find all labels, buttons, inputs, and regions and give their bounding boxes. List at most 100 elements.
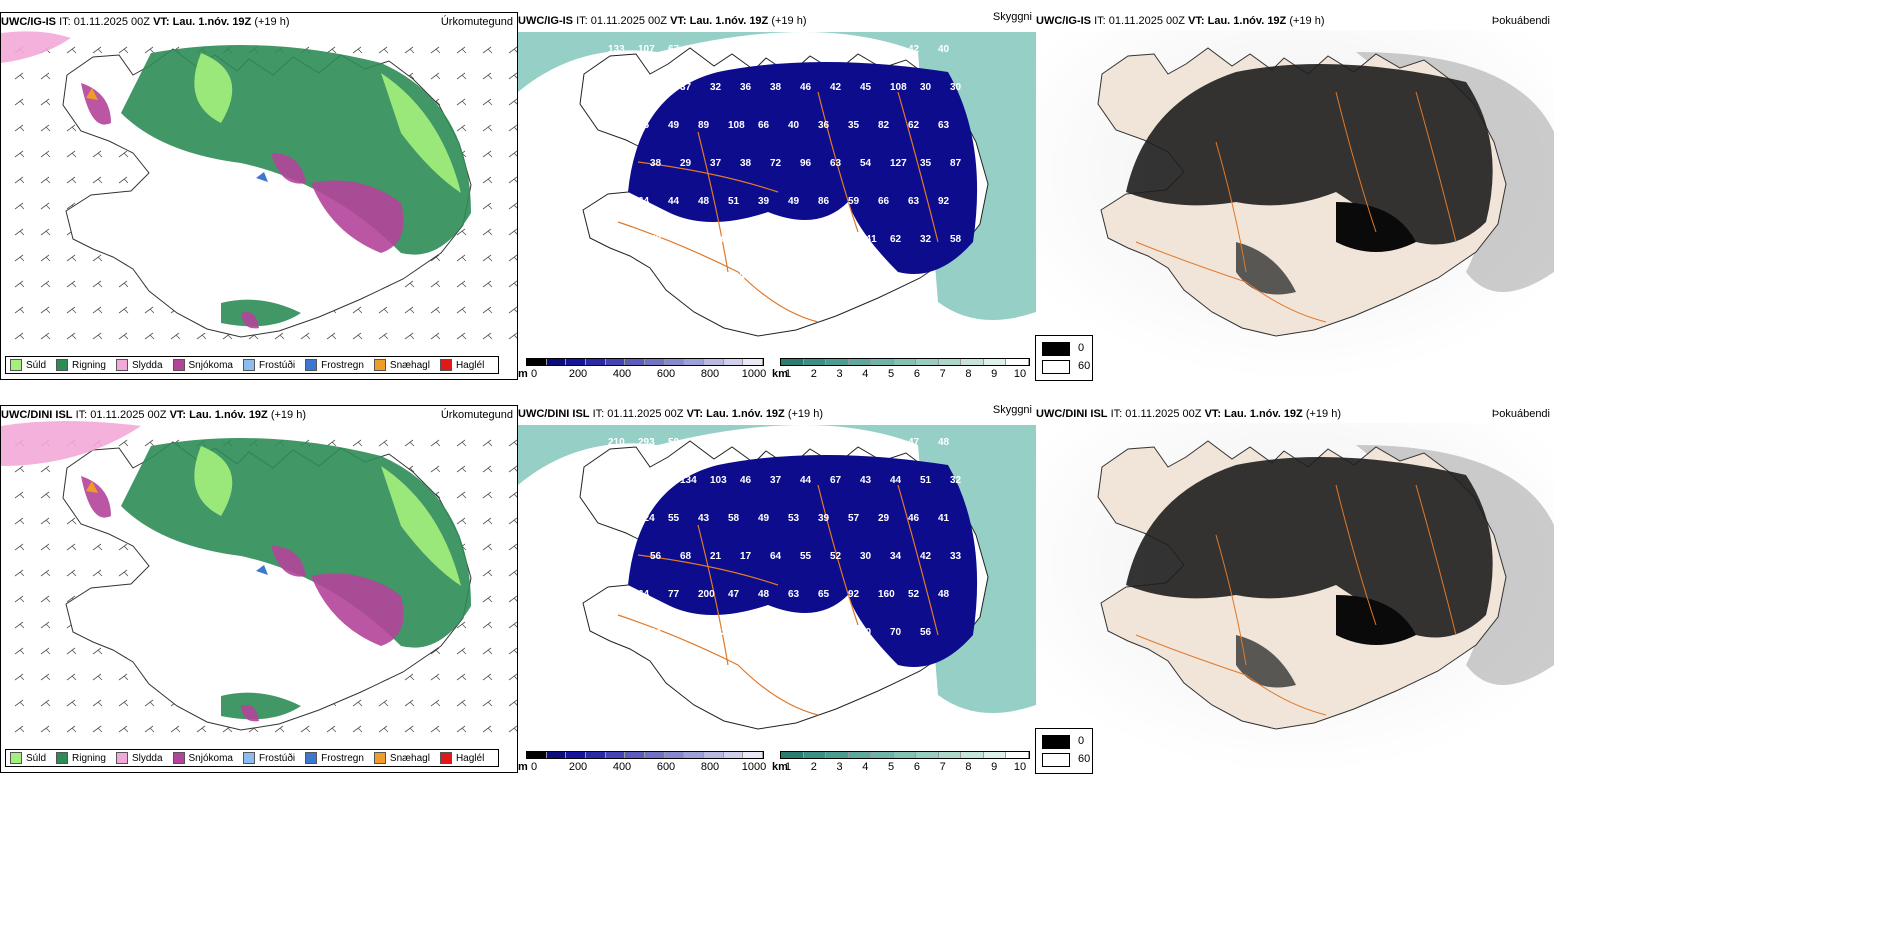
cloud-base-value: 63 xyxy=(788,589,800,600)
precip-legend-item: Frostúði xyxy=(242,359,296,371)
fog-index-map xyxy=(1036,30,1554,380)
legend-label: Súld xyxy=(26,359,47,371)
cloud-base-value: 45 xyxy=(860,82,872,93)
cloud-base-value: 40 xyxy=(938,44,950,55)
cloud-base-value: 68 xyxy=(680,551,692,562)
precip-legend-item: Súld xyxy=(10,359,46,371)
colorbar-tick: 6 xyxy=(913,761,920,773)
fog-legend-swatch xyxy=(1042,753,1070,767)
colorbar-strip xyxy=(526,751,764,759)
cloud-base-value: 48 xyxy=(938,589,950,600)
cloud-base-value-labels: 210 293 50 71 115 48 42 112 197 56 47 48 50 39 134 103 4… xyxy=(608,437,962,638)
cloud-base-value: 112 xyxy=(818,437,835,448)
cloud-base-value: 67 xyxy=(668,44,680,55)
precip-areas xyxy=(1,421,471,722)
colorbar-tick: 5 xyxy=(888,761,895,773)
cloud-base-value: 35 xyxy=(920,158,932,169)
precip-legend-item: Súld xyxy=(10,752,46,764)
cloud-base-value: 92 xyxy=(608,589,620,600)
cloud-base-value: 48 xyxy=(758,589,770,600)
cloud-base-field xyxy=(628,455,978,667)
cloud-base-value: 46 xyxy=(800,82,812,93)
fog-header-top: UWC/IG-IS IT: 01.11.2025 00Z VT: Lau. 1.… xyxy=(1036,15,1550,27)
fog-legend-swatch xyxy=(1042,342,1070,356)
cloud-base-value: 127 xyxy=(890,158,907,169)
road-network xyxy=(617,484,939,716)
precip-legend-item: Slydda xyxy=(115,752,163,764)
fog-legend-label: 60 xyxy=(1078,753,1091,765)
colorbar-tick: 10 xyxy=(1013,368,1027,380)
precip-legend-item: Snjókoma xyxy=(172,359,233,371)
road-network xyxy=(1135,484,1457,716)
cloud-base-value: 357 xyxy=(698,272,715,283)
precip-areas xyxy=(1,31,471,329)
cloud-base-value: 56 xyxy=(920,627,932,638)
cloud-base-value: 58 xyxy=(728,513,740,524)
cloud-base-value: 142 xyxy=(800,234,817,245)
cloud-base-value: 100 xyxy=(830,234,847,245)
cloud-base-value: 89 xyxy=(698,120,710,131)
cloud-base-value: 77 xyxy=(668,589,680,600)
cloud-base-value: 34 xyxy=(890,551,902,562)
cloud-base-value: 210 xyxy=(608,437,625,448)
cloud-base-value: 293 xyxy=(638,437,655,448)
cloud-base-value: 81 xyxy=(770,234,782,245)
cloud-base-value: 55 xyxy=(668,513,680,524)
cloud-base-value: 43 xyxy=(860,475,872,486)
precip-legend-item: Rigning xyxy=(56,752,106,764)
legend-swatch xyxy=(115,752,128,764)
cloud-base-value: 84 xyxy=(650,627,662,638)
cloud-base-value: 38 xyxy=(650,158,662,169)
legend-label: Snæhagl xyxy=(389,752,430,764)
legend-swatch xyxy=(115,359,128,371)
cloud-base-value: 197 xyxy=(848,437,865,448)
precip-header-bottom: UWC/DINI ISL IT: 01.11.2025 00Z VT: Lau.… xyxy=(1,409,513,421)
cloud-base-height-colorbar: m 0 200 400 600 800 1000 xyxy=(518,358,768,380)
cloud-base-value: 53 xyxy=(788,513,800,524)
cloud-base-value: 38 xyxy=(770,82,782,93)
cloud-base-value: 101 xyxy=(740,234,757,245)
legend-label: Frostúði xyxy=(258,359,296,371)
colorbar-unit: km xyxy=(772,761,788,773)
cloud-base-value: 96 xyxy=(800,158,812,169)
legend-swatch xyxy=(10,359,22,371)
precip-type-map xyxy=(1,31,517,340)
cloud-base-value: 47 xyxy=(908,437,920,448)
cloud-base-value: 44 xyxy=(890,475,902,486)
legend-swatch xyxy=(439,359,452,371)
cloud-base-value: 65 xyxy=(638,120,650,131)
precip-legend: Súld Rigning Slydda Snjókoma Frostúði Frostre… xyxy=(5,749,500,767)
cloud-base-value: 39 xyxy=(650,475,662,486)
legend-label: Frostregn xyxy=(321,359,364,371)
fog-legend-swatch xyxy=(1042,735,1070,749)
precip-legend-item: Frostregn xyxy=(305,359,364,371)
colorbar-tick: 7 xyxy=(939,368,946,380)
cloud-base-value: 116 xyxy=(710,234,727,245)
cloud-base-value: 50 xyxy=(668,437,680,448)
cloud-base-value: 63 xyxy=(908,196,920,207)
legend-swatch xyxy=(373,752,386,764)
colorbar-tick: 800 xyxy=(700,761,720,773)
colorbar-tick: 200 xyxy=(568,761,588,773)
fog-index-legend-bottom: 0 60 xyxy=(1035,728,1093,774)
legend-label: Slydda xyxy=(131,359,163,371)
cloud-base-value: 90 xyxy=(860,627,872,638)
cloud-base-value: 43 xyxy=(698,513,710,524)
fog-legend-label: 0 xyxy=(1078,342,1085,354)
cloud-base-value: 62 xyxy=(890,234,902,245)
legend-label: Súld xyxy=(26,752,47,764)
cloud-base-value: 46 xyxy=(878,44,890,55)
cloud-base-value: 173 xyxy=(668,272,685,283)
colorbar-unit: km xyxy=(772,368,788,380)
cloud-base-value: 51 xyxy=(728,196,740,207)
cloud-base-value: 92 xyxy=(938,196,950,207)
cloud-base-value: 62 xyxy=(908,120,920,131)
cloud-base-value: 48 xyxy=(620,158,632,169)
legend-swatch xyxy=(242,752,255,764)
cloud-base-value: 129 xyxy=(620,627,637,638)
cloud-base-value: 17 xyxy=(740,551,752,562)
precip-legend-item: Snæhagl xyxy=(373,752,430,764)
cloud-base-value: 42 xyxy=(920,551,932,562)
colorbar-tick: 600 xyxy=(656,761,676,773)
cloud-base-value: 270 xyxy=(638,272,655,283)
